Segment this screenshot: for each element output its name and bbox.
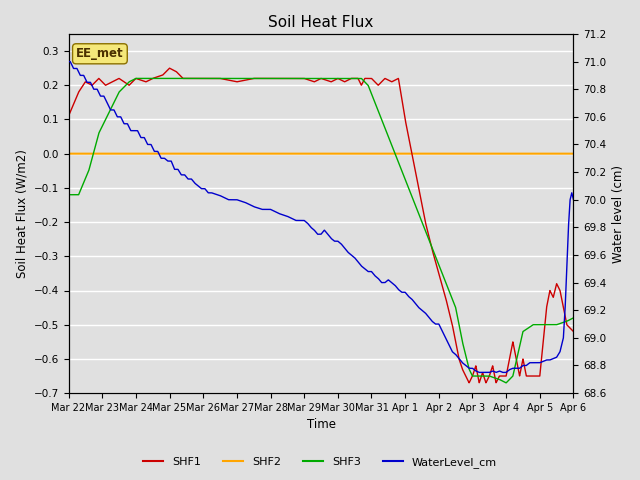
Y-axis label: Water level (cm): Water level (cm) — [612, 165, 625, 263]
Legend: SHF1, SHF2, SHF3, WaterLevel_cm: SHF1, SHF2, SHF3, WaterLevel_cm — [138, 452, 502, 472]
X-axis label: Time: Time — [307, 419, 335, 432]
Text: EE_met: EE_met — [76, 48, 124, 60]
Y-axis label: Soil Heat Flux (W/m2): Soil Heat Flux (W/m2) — [15, 149, 28, 278]
Title: Soil Heat Flux: Soil Heat Flux — [268, 15, 374, 30]
